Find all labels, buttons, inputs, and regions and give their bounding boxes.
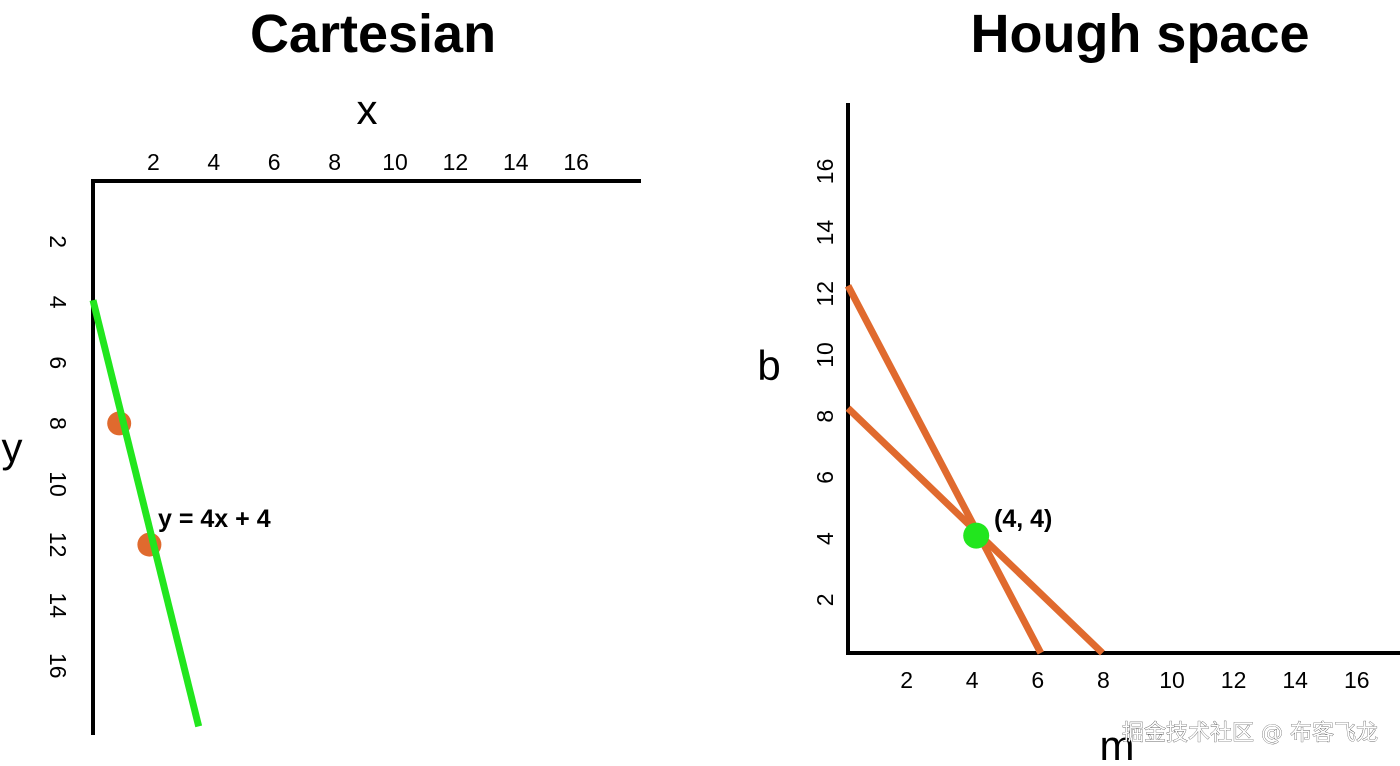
cartesian-x-tick: 14 <box>503 149 529 175</box>
hough-b-tick: 4 <box>812 532 838 545</box>
hough-b-tick: 6 <box>812 471 838 484</box>
hough-b-tick: 10 <box>812 342 838 368</box>
watermark: 掘金技术社区 @ 布客飞龙 <box>1122 721 1378 746</box>
cartesian-y-tick: 2 <box>45 235 71 248</box>
cartesian-x-tick: 12 <box>443 149 469 175</box>
cartesian-y-ticks: 2 4 6 8 10 12 14 16 <box>45 235 71 678</box>
hough-b-tick: 12 <box>812 281 838 307</box>
fitted-line <box>89 299 203 728</box>
cartesian-x-ticks: 2 4 6 8 10 12 14 16 <box>147 149 589 175</box>
cartesian-x-tick: 10 <box>382 149 408 175</box>
hough-b-tick: 2 <box>812 593 838 606</box>
cartesian-x-tick: 2 <box>147 149 160 175</box>
hough-m-tick: 8 <box>1097 667 1110 693</box>
hough-m-label: m <box>1100 722 1135 766</box>
hough-b-tick: 8 <box>812 410 838 423</box>
cartesian-y-tick: 10 <box>45 471 71 497</box>
intersection-point <box>963 522 990 549</box>
hough-b-tick: 14 <box>812 220 838 246</box>
cartesian-panel: x y 2 4 6 8 10 12 14 16 2 4 6 8 10 12 14 16 y = 4x + 4 <box>2 86 641 735</box>
cartesian-y-tick: 14 <box>45 592 71 618</box>
hough-m-tick: 6 <box>1031 667 1044 693</box>
line-equation: y = 4x + 4 <box>158 505 271 533</box>
hough-b-label: b <box>757 342 780 389</box>
cartesian-y-tick: 4 <box>45 296 71 309</box>
cartesian-x-tick: 16 <box>563 149 589 175</box>
cartesian-y-tick: 8 <box>45 417 71 430</box>
hough-m-ticks: 2 4 6 8 10 12 14 16 <box>900 667 1369 693</box>
cartesian-y-label: y <box>2 424 23 471</box>
cartesian-x-label: x <box>357 86 378 133</box>
hough-title: Hough space <box>970 4 1309 64</box>
hough-m-tick: 4 <box>966 667 979 693</box>
hough-b-ticks: 2 4 6 8 10 12 14 16 <box>812 159 838 607</box>
hough-m-tick: 14 <box>1282 667 1308 693</box>
cartesian-x-tick: 4 <box>207 149 220 175</box>
hough-m-tick: 16 <box>1344 667 1370 693</box>
cartesian-y-tick: 12 <box>45 532 71 558</box>
hough-m-tick: 2 <box>900 667 913 693</box>
hough-b-tick: 16 <box>812 159 838 185</box>
hough-m-tick: 12 <box>1221 667 1247 693</box>
intersection-label: (4, 4) <box>994 505 1052 533</box>
cartesian-title: Cartesian <box>250 4 496 64</box>
cartesian-x-tick: 8 <box>328 149 341 175</box>
hough-m-tick: 10 <box>1159 667 1185 693</box>
cartesian-x-tick: 6 <box>268 149 281 175</box>
cartesian-y-tick: 16 <box>45 653 71 679</box>
hough-lines <box>844 284 1105 656</box>
hough-line <box>844 284 1044 655</box>
cartesian-y-tick: 6 <box>45 356 71 369</box>
hough-panel: b m 2 4 6 8 10 12 14 16 2 4 6 8 10 12 14 16 (4, 4) <box>757 103 1400 766</box>
